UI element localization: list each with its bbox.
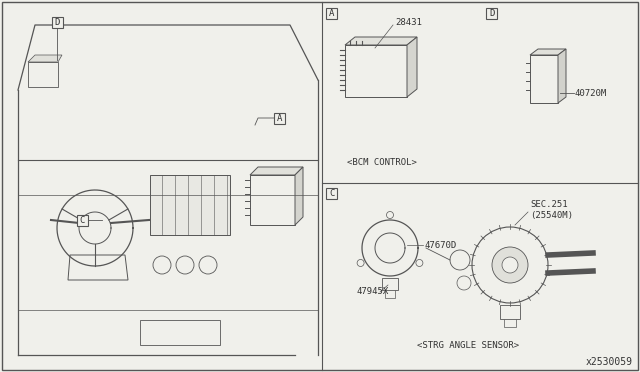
Text: SEC.251
(25540M): SEC.251 (25540M): [530, 200, 573, 220]
Circle shape: [492, 247, 528, 283]
Text: 28431: 28431: [395, 17, 422, 26]
Bar: [382, 278, 398, 290]
Polygon shape: [558, 49, 566, 103]
Circle shape: [502, 257, 518, 273]
Bar: [77, 215, 88, 225]
Bar: [250, 175, 295, 225]
Bar: [345, 45, 407, 97]
Text: 40720M: 40720M: [575, 89, 607, 97]
Bar: [140, 320, 220, 345]
Polygon shape: [28, 55, 62, 62]
Text: 47670D: 47670D: [425, 241, 457, 250]
Circle shape: [153, 256, 171, 274]
Bar: [150, 175, 230, 235]
Bar: [486, 7, 497, 19]
Text: C: C: [330, 189, 335, 198]
Polygon shape: [345, 37, 417, 45]
Circle shape: [176, 256, 194, 274]
Bar: [504, 319, 516, 327]
Text: <STRG ANGLE SENSOR>: <STRG ANGLE SENSOR>: [417, 340, 519, 350]
Polygon shape: [295, 167, 303, 225]
Text: 47945X: 47945X: [357, 288, 389, 296]
Bar: [326, 187, 337, 199]
Text: D: D: [490, 9, 495, 17]
Polygon shape: [530, 49, 566, 55]
Polygon shape: [250, 167, 303, 175]
Text: D: D: [54, 17, 60, 26]
Text: C: C: [79, 215, 84, 224]
Text: A: A: [277, 113, 283, 122]
Text: x2530059: x2530059: [586, 357, 633, 367]
Bar: [385, 290, 395, 298]
Circle shape: [199, 256, 217, 274]
Circle shape: [357, 260, 364, 266]
Text: <BCM CONTROL>: <BCM CONTROL>: [347, 157, 417, 167]
Bar: [275, 112, 285, 124]
Polygon shape: [68, 255, 128, 280]
Circle shape: [457, 276, 471, 290]
Bar: [500, 305, 520, 319]
Polygon shape: [407, 37, 417, 97]
Bar: [51, 16, 63, 28]
Bar: [326, 7, 337, 19]
Circle shape: [387, 212, 394, 218]
Circle shape: [416, 260, 423, 266]
Circle shape: [450, 250, 470, 270]
Text: A: A: [330, 9, 335, 17]
Circle shape: [472, 227, 548, 303]
Bar: [530, 55, 558, 103]
Bar: [28, 62, 58, 87]
